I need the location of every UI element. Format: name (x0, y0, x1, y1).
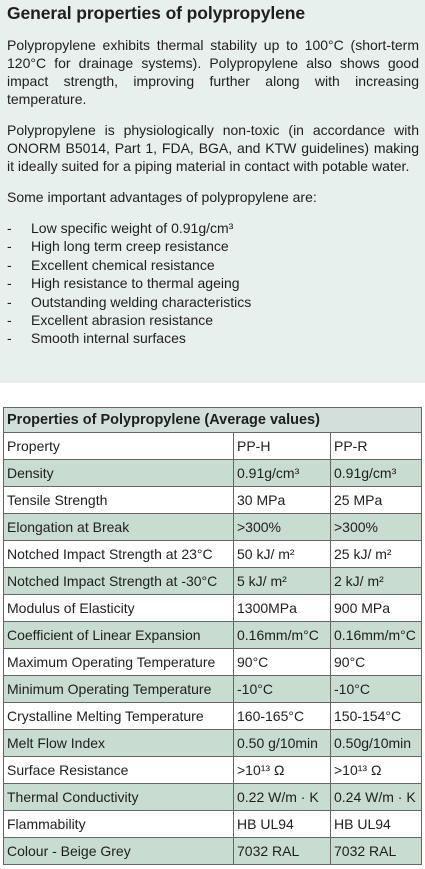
cell-pp-h: 160-165°C (233, 702, 331, 730)
cell-pp-h: 5 kJ/ m² (233, 567, 331, 595)
table-row: Maximum Operating Temperature 90°C 90°C (3, 648, 422, 676)
cell-pp-h: HB UL94 (233, 810, 331, 838)
cell-pp-h: 0.16mm/m°C (233, 621, 331, 649)
paragraph-non-toxic: Polypropylene is physiologically non-tox… (7, 122, 419, 174)
table-row: Notched Impact Strength at 23°C 50 kJ/ m²… (3, 540, 422, 568)
list-item: - Outstanding welding characteristics (7, 293, 252, 310)
table-row: Notched Impact Strength at -30°C 5 kJ/ m²… (3, 567, 422, 595)
cell-pp-r: 900 MPa (330, 594, 422, 622)
cell-pp-r: 90°C (330, 648, 422, 676)
cell-pp-r: 0.16mm/m°C (330, 621, 422, 649)
list-item: - Excellent chemical resistance (7, 256, 215, 273)
cell-pp-h: 0.91g/cm³ (233, 459, 331, 487)
cell-pp-r: >10¹³ Ω (330, 756, 422, 784)
cell-pp-h: -10°C (233, 675, 331, 703)
cell-pp-r: 0.24 W/m · K (330, 783, 422, 811)
table-row: Minimum Operating Temperature -10°C -10°C (3, 675, 422, 703)
cell-property: Notched Impact Strength at -30°C (3, 567, 234, 595)
properties-table-container: Properties of Polypropylene (Average val… (3, 407, 422, 865)
list-item: - High long term creep resistance (7, 238, 229, 255)
table-row: Density 0.91g/cm³ 0.91g/cm³ (3, 459, 422, 487)
cell-pp-h: 0.22 W/m · K (233, 783, 331, 811)
intro-panel: General properties of polypropylene Poly… (0, 0, 425, 383)
table-caption: Properties of Polypropylene (Average val… (3, 407, 422, 433)
cell-property: Notched Impact Strength at 23°C (3, 540, 234, 568)
paragraph-thermal-stability: Polypropylene exhibits thermal stability… (7, 37, 419, 107)
cell-pp-h: 50 kJ/ m² (233, 540, 331, 568)
cell-pp-r: 0.91g/cm³ (330, 459, 422, 487)
table-row: Colour - Beige Grey 7032 RAL 7032 RAL (3, 837, 422, 865)
cell-property: Surface Resistance (3, 756, 234, 784)
table-row: Flammability HB UL94 HB UL94 (3, 810, 422, 838)
properties-table: Properties of Polypropylene (Average val… (3, 407, 422, 865)
table-row: Coefficient of Linear Expansion 0.16mm/m°… (3, 621, 422, 649)
cell-property: Minimum Operating Temperature (3, 675, 234, 703)
paragraph-advantages-intro: Some important advantages of polypropyle… (7, 189, 317, 205)
advantages-list: - Low specific weight of 0.91g/cm³ - High … (7, 219, 419, 348)
list-item: - Smooth internal surfaces (7, 330, 186, 347)
table-row: Tensile Strength 30 MPa 25 MPa (3, 486, 422, 514)
column-header-pp-h: PP-H (233, 432, 331, 460)
cell-property: Maximum Operating Temperature (3, 648, 234, 676)
page-title: General properties of polypropylene (7, 3, 305, 23)
cell-pp-r: 2 kJ/ m² (330, 567, 422, 595)
cell-property: Crystalline Melting Temperature (3, 702, 234, 730)
table-body: Property PP-H PP-R Density 0.91g/cm³ 0.91g… (3, 432, 422, 865)
cell-property: Modulus of Elasticity (3, 594, 234, 622)
table-row: Crystalline Melting Temperature 160-165°C… (3, 702, 422, 730)
table-row: Thermal Conductivity 0.22 W/m · K 0.24 W/m… (3, 783, 422, 811)
cell-pp-h: >10¹³ Ω (233, 756, 331, 784)
cell-property: Flammability (3, 810, 234, 838)
table-row: Melt Flow Index 0.50 g/10min 0.50g/10min (3, 729, 422, 757)
list-item: - Excellent abrasion resistance (7, 312, 214, 329)
cell-pp-h: 7032 RAL (233, 837, 331, 865)
cell-pp-h: 0.50 g/10min (233, 729, 331, 757)
list-item: - Low specific weight of 0.91g/cm³ (7, 220, 234, 236)
list-item: - High resistance to thermal ageing (7, 275, 240, 292)
cell-pp-r: -10°C (330, 675, 422, 703)
cell-pp-r: 25 MPa (330, 486, 422, 514)
cell-property: Melt Flow Index (3, 729, 234, 757)
column-header-property: Property (3, 432, 234, 460)
cell-property: Coefficient of Linear Expansion (3, 621, 234, 649)
cell-pp-r: HB UL94 (330, 810, 422, 838)
table-row: Elongation at Break >300% >300% (3, 513, 422, 541)
cell-pp-r: 7032 RAL (330, 837, 422, 865)
cell-pp-r: 0.50g/10min (330, 729, 422, 757)
cell-property: Colour - Beige Grey (3, 837, 234, 865)
cell-pp-h: >300% (233, 513, 331, 541)
table-row: Surface Resistance >10¹³ Ω >10¹³ Ω (3, 756, 422, 784)
cell-property: Density (3, 459, 234, 487)
column-header-pp-r: PP-R (330, 432, 422, 460)
cell-pp-h: 90°C (233, 648, 331, 676)
cell-pp-r: >300% (330, 513, 422, 541)
cell-pp-r: 25 kJ/ m² (330, 540, 422, 568)
cell-property: Thermal Conductivity (3, 783, 234, 811)
cell-pp-h: 1300MPa (233, 594, 331, 622)
cell-property: Elongation at Break (3, 513, 234, 541)
cell-pp-h: 30 MPa (233, 486, 331, 514)
table-row: Modulus of Elasticity 1300MPa 900 MPa (3, 594, 422, 622)
cell-pp-r: 150-154°C (330, 702, 422, 730)
table-header-row: Property PP-H PP-R (3, 432, 422, 460)
cell-property: Tensile Strength (3, 486, 234, 514)
